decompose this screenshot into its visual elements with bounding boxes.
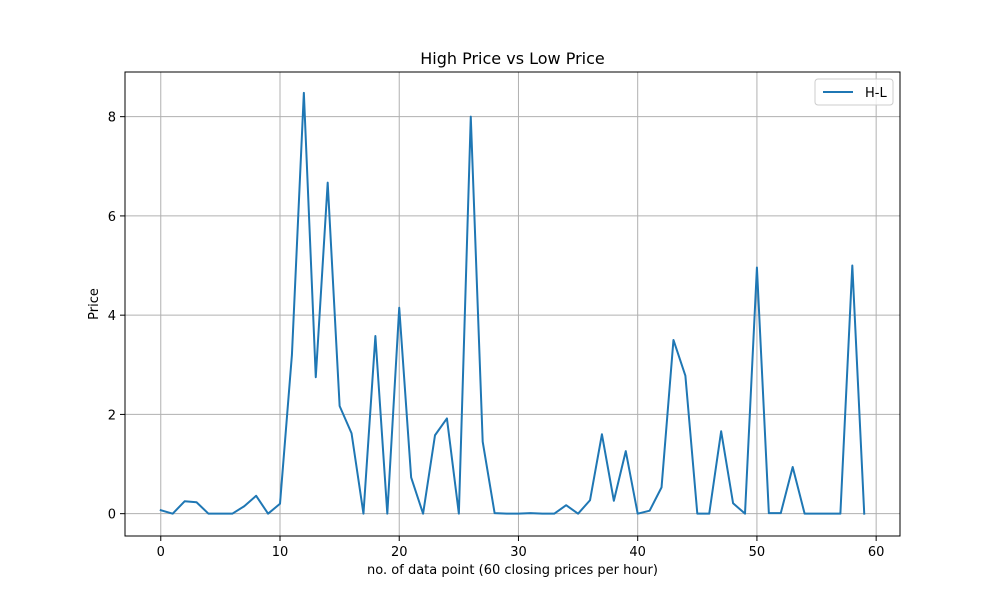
grid — [125, 72, 900, 536]
legend: H-L — [814, 78, 894, 106]
chart-title: High Price vs Low Price — [420, 49, 605, 68]
x-tick-label: 40 — [629, 545, 646, 560]
series-layer — [159, 91, 866, 515]
x-tick-label: 60 — [868, 545, 885, 560]
x-tick-label: 10 — [272, 545, 289, 560]
ticks: 0 10 20 30 40 50 60 0 2 4 6 8 — [108, 111, 885, 560]
y-tick-label: 0 — [108, 508, 116, 523]
y-tick-label: 4 — [108, 309, 116, 324]
y-tick-label: 2 — [108, 408, 116, 423]
y-tick-label: 8 — [108, 111, 116, 126]
y-axis-label: Price — [87, 288, 102, 320]
legend-label: H-L — [865, 86, 887, 101]
series-line-h-l — [159, 91, 866, 515]
legend-box — [814, 78, 894, 106]
x-tick-label: 20 — [391, 545, 408, 560]
plot-frame — [124, 71, 901, 537]
x-axis-label: no. of data point (60 closing prices per… — [367, 563, 658, 578]
x-tick-label: 50 — [749, 545, 766, 560]
x-tick-label: 0 — [157, 545, 165, 560]
y-tick-label: 6 — [108, 210, 116, 225]
x-tick-label: 30 — [510, 545, 527, 560]
